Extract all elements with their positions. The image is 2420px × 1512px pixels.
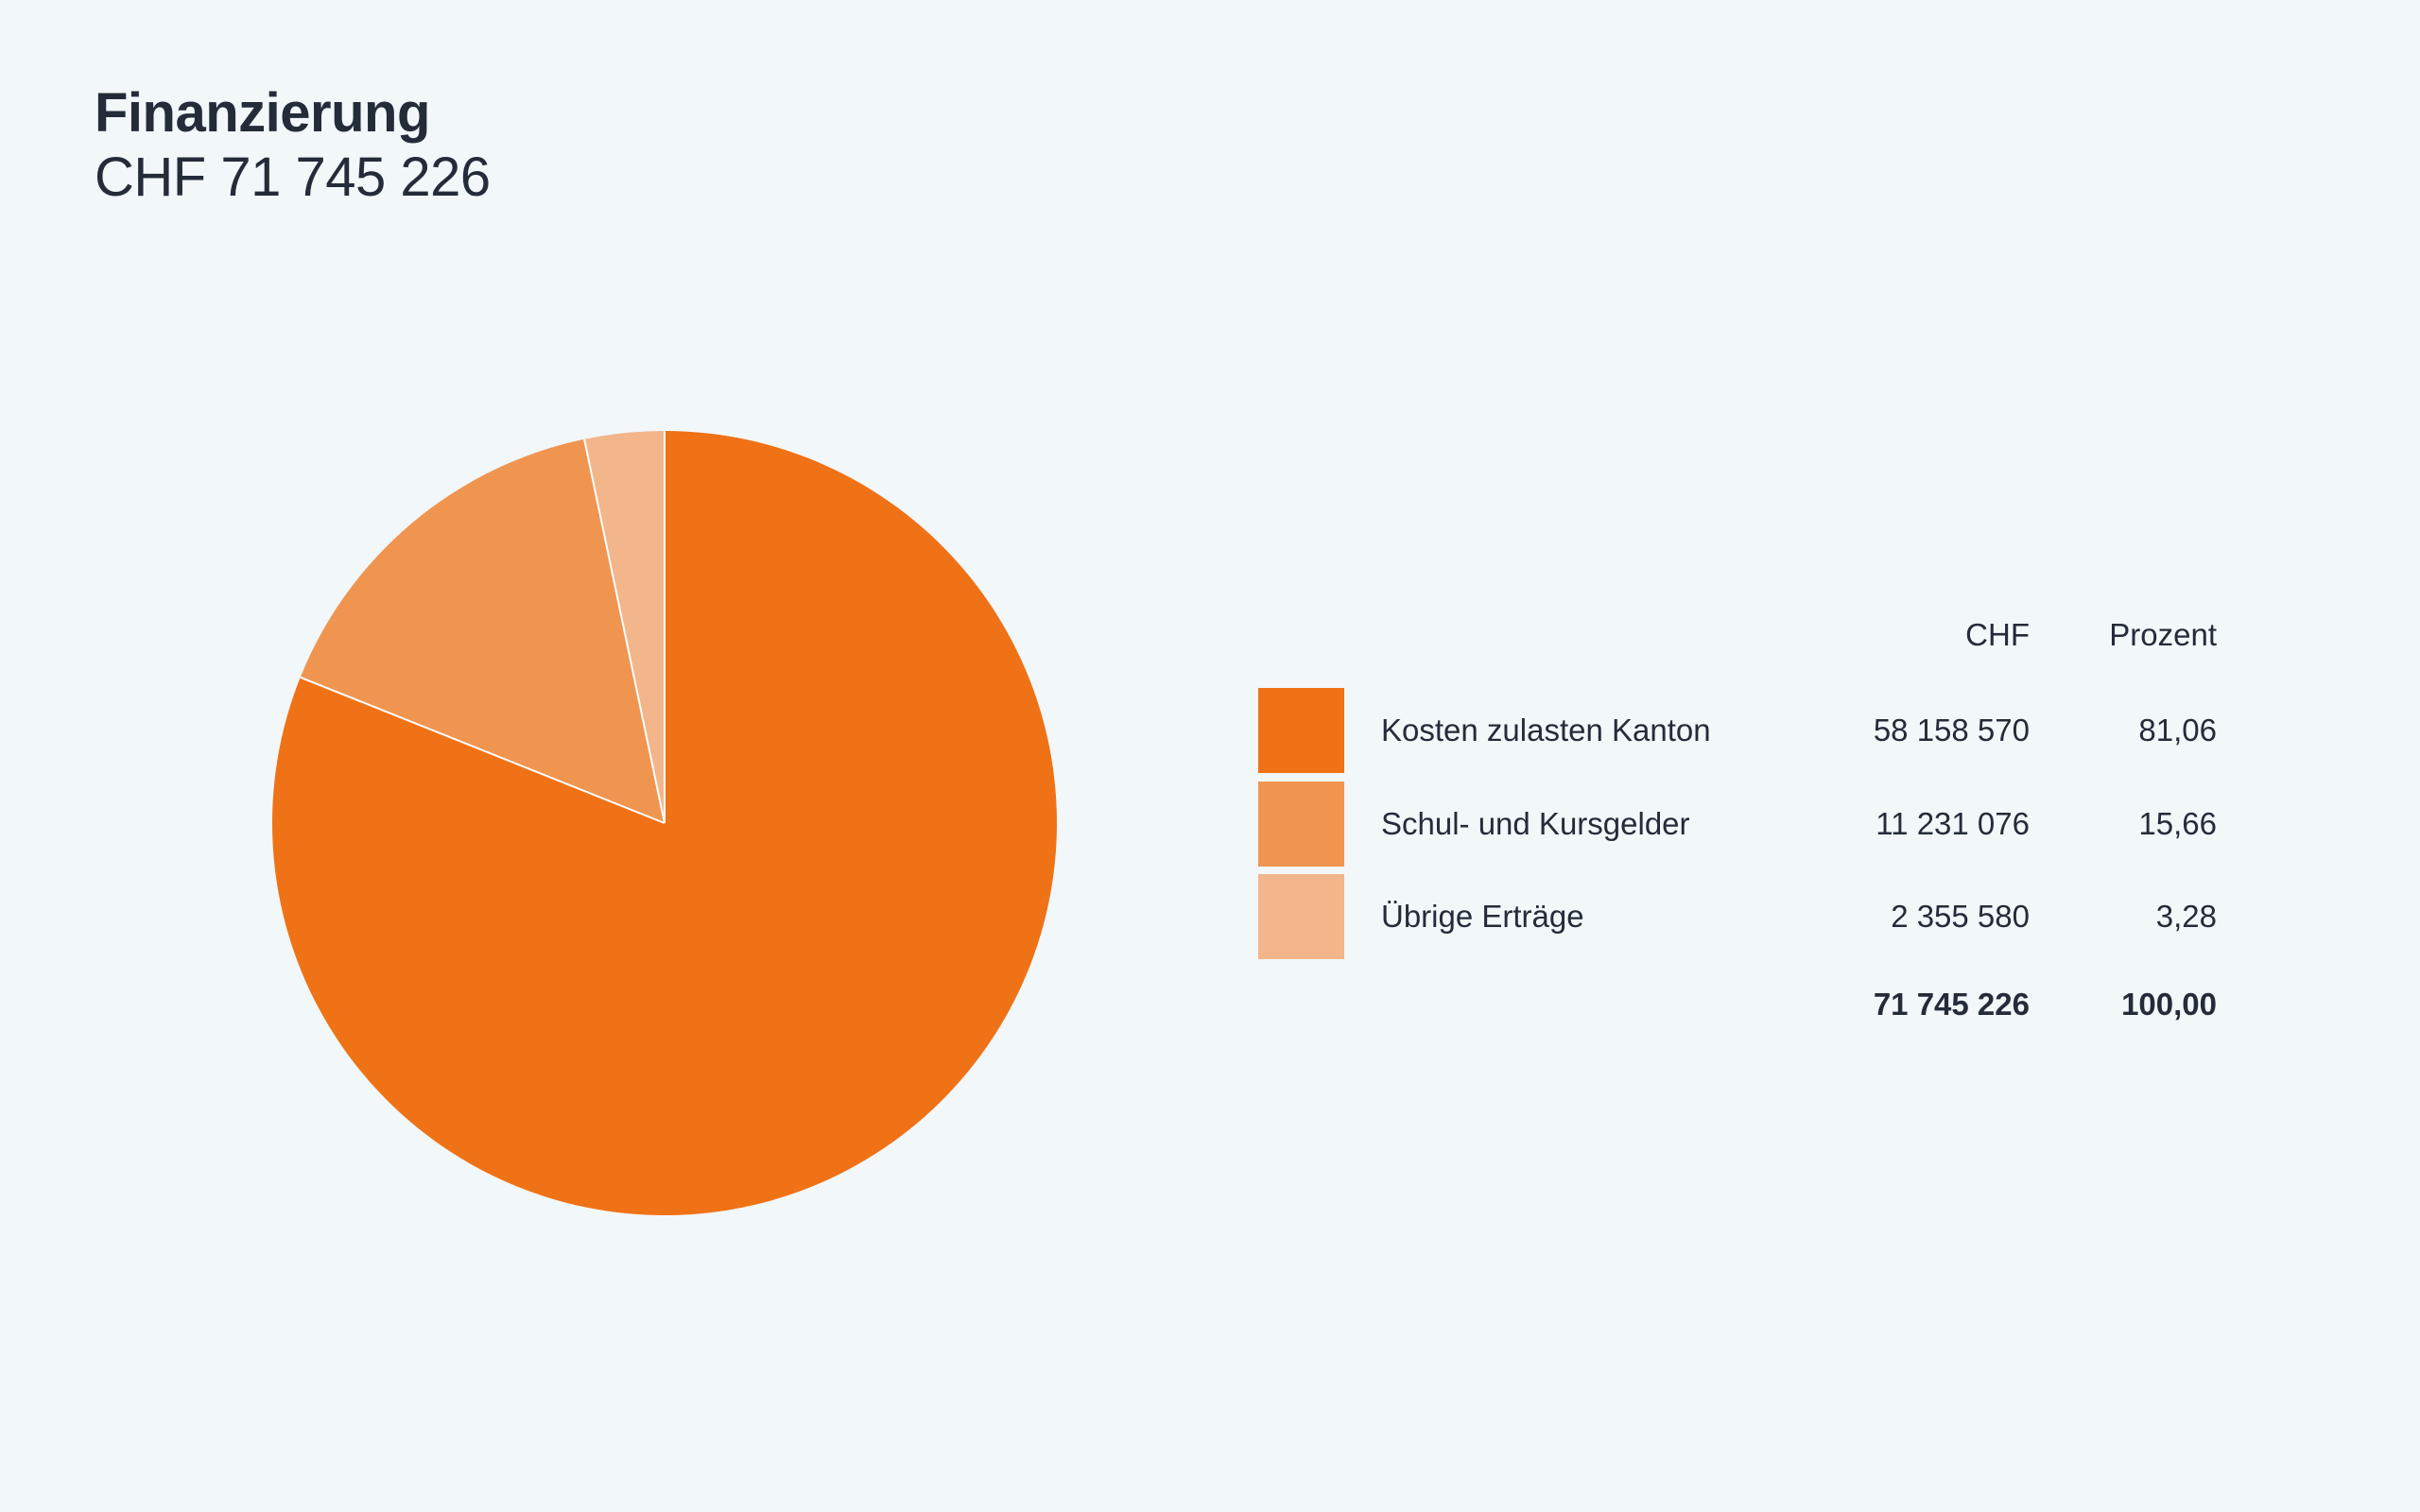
pie-slice-schul-und-kursgelder <box>300 438 665 823</box>
legend-prozent-value: 15,66 <box>2138 805 2217 841</box>
total-chf-value: 71 745 226 <box>1873 987 2030 1022</box>
pie-slice-separator <box>583 438 666 824</box>
chart-header: Finanzierung CHF 71 745 226 <box>95 81 491 211</box>
legend-label: Übrige Erträge <box>1381 899 1584 934</box>
legend-header-prozent: Prozent <box>2109 617 2217 652</box>
legend-swatch-brige-ertr-ge <box>1258 874 1344 959</box>
legend-prozent-value: 3,28 <box>2155 899 2217 934</box>
chart-title: Finanzierung <box>95 82 430 144</box>
legend-chf-value: 11 231 076 <box>1876 805 2030 841</box>
legend-row-schul-und-kursgelder: Schul- und Kursgelder 11 231 076 15,66 <box>1258 781 2217 867</box>
legend-header-row: CHF Prozent <box>1258 593 2217 678</box>
legend-label: Schul- und Kursgelder <box>1381 805 1690 841</box>
legend-row-kosten-zulasten-kanton: Kosten zulasten Kanton 58 158 570 81,06 <box>1258 688 2217 773</box>
legend-chf-value: 2 355 580 <box>1891 899 2030 934</box>
legend-prozent-value: 81,06 <box>2138 713 2217 747</box>
legend-label: Kosten zulasten Kanton <box>1381 713 1711 747</box>
chart-subtitle: CHF 71 745 226 <box>95 146 491 209</box>
legend-row-brige-ertr-ge: Übrige Erträge 2 355 580 3,28 <box>1258 874 2217 959</box>
pie-slice-separator <box>300 676 666 824</box>
legend-header-chf: CHF <box>1965 617 2030 652</box>
legend-total-row: 71 745 226 100,00 <box>1258 962 2217 1047</box>
legend-chf-value: 58 158 570 <box>1873 713 2030 747</box>
legend-table: CHF Prozent Kosten zulasten Kanton 58 158… <box>1258 593 2217 1048</box>
legend-swatch-kosten-zulasten-kanton <box>1258 688 1344 773</box>
total-prozent-value: 100,00 <box>2121 987 2217 1022</box>
legend-swatch-schul-und-kursgelder <box>1258 781 1344 867</box>
pie-chart <box>271 431 1057 1215</box>
